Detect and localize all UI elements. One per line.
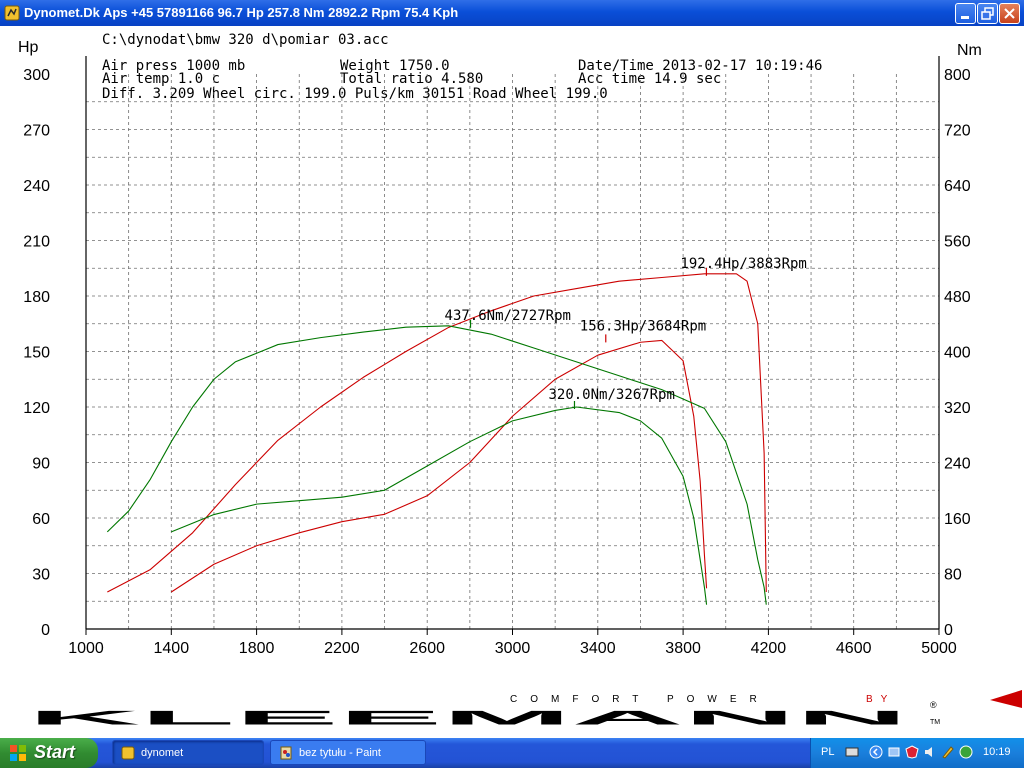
minimize-button[interactable] [955,3,976,24]
y-tick-label-left: 180 [23,289,50,306]
torque-curve [171,406,708,605]
grid [86,74,939,629]
tick-labels: 1000 1400 1800 2200 2600 3000 3400 3800 4200 4600… [23,67,971,657]
taskbar-item-label: dynomet [141,747,184,759]
x-tick-label: 1000 [68,640,104,657]
y-tick-label-right: 320 [944,400,971,417]
x-tick-label: 4200 [751,640,787,657]
start-button[interactable]: Start [0,738,98,768]
y-tick-label-right: 240 [944,456,971,473]
taskbar-item-label: bez tytułu - Paint [299,747,381,759]
x-tick-label: 1800 [239,640,275,657]
kleemann-logo: COMFORT POWER BY KLEEMANN ® TM [28,690,1022,729]
paint-app-icon [280,746,292,760]
y-tick-label-left: 90 [32,456,50,473]
taskbar: Start dynomet bez tytułu - Paint PL [0,738,1024,768]
torque-curve [106,325,767,605]
total-ratio: Total ratio 4.580 [340,71,483,87]
pen-icon[interactable] [941,745,955,759]
y-tick-label-left: 0 [41,622,50,639]
dynomet-app-icon [121,746,135,760]
language-indicator[interactable]: PL [821,746,835,758]
y-axis-right-label: Nm [957,42,982,59]
y-tick-label-right: 560 [944,234,971,251]
y-tick-label-left: 60 [32,511,50,528]
x-tick-label: 3800 [665,640,701,657]
weight: Weight 1750.0 [340,58,450,74]
peak-annotation: 156.3Hp/3684Rpm [580,318,706,334]
taskbar-item-dynomet[interactable]: dynomet [112,740,264,765]
x-tick-label: 5000 [921,640,957,657]
minimize-icon [961,16,969,19]
x-tick-label: 2200 [324,640,360,657]
acc-time: Acc time 14.9 sec [578,71,721,87]
windows-logo-icon [10,745,26,761]
wireless-icon[interactable] [959,745,973,759]
y-tick-label-right: 80 [944,567,962,584]
logo-arrow-icon [990,690,1022,708]
logo-registered: ® [930,700,937,710]
logo-tagline: COMFORT POWER [510,694,770,705]
network-icon[interactable] [887,745,901,759]
x-tick-label: 3400 [580,640,616,657]
close-icon [1004,8,1015,19]
file-path: C:\dynodat\bmw 320 d\pomiar 03.acc [102,32,389,48]
annotations: 192.4Hp/3883Rpm 156.3Hp/3684Rpm 437.6Nm/27… [445,256,807,409]
restore-icon [981,7,994,20]
peak-annotation: 437.6Nm/2727Rpm [445,308,571,324]
y-tick-label-right: 0 [944,622,953,639]
y-tick-label-right: 800 [944,67,971,84]
window-title-bar[interactable]: Dynomet.Dk Aps +45 57891166 96.7 Hp 257.… [0,0,1024,26]
security-icon[interactable] [905,745,919,759]
app-icon [4,5,20,21]
speaker-icon[interactable] [923,745,937,759]
diff-line: Diff. 3.209 Wheel circ. 199.0 Puls/km 30… [102,86,608,102]
air-temp: Air temp 1.0 c [102,71,220,87]
air-press: Air press 1000 mb [102,58,245,74]
logo-by: BY [866,694,895,705]
y-tick-label-left: 210 [23,234,50,251]
y-tick-label-right: 160 [944,511,971,528]
power-curve [107,273,767,593]
start-label: Start [34,742,76,762]
power-curve [171,339,708,593]
close-button[interactable] [999,3,1020,24]
y-tick-label-left: 120 [23,400,50,417]
x-tick-label: 4600 [836,640,872,657]
logo-wordmark: KLEEMANN [28,707,908,729]
date-time: Date/Time 2013-02-17 10:19:46 [578,58,822,74]
y-tick-label-right: 400 [944,345,971,362]
back-arrow-icon[interactable] [869,745,883,759]
dyno-chart: C:\dynodat\bmw 320 d\pomiar 03.acc Air p… [18,32,982,657]
y-tick-label-right: 720 [944,123,971,140]
y-tick-label-left: 270 [23,123,50,140]
y-tick-label-left: 240 [23,178,50,195]
y-tick-label-right: 640 [944,178,971,195]
keyboard-icon[interactable] [845,745,859,759]
logo-tm: TM [930,719,940,726]
restore-button[interactable] [977,3,998,24]
window-title: Dynomet.Dk Aps +45 57891166 96.7 Hp 257.… [24,5,459,20]
series [106,273,767,605]
x-tick-label: 2600 [409,640,445,657]
y-axis-left-label: Hp [18,39,39,56]
y-tick-label-left: 300 [23,67,50,84]
peak-annotation: 320.0Nm/3267Rpm [548,387,674,403]
peak-annotation: 192.4Hp/3883Rpm [680,256,806,272]
system-tray: PL 10:19 [810,738,1024,768]
taskbar-item-paint[interactable]: bez tytułu - Paint [270,740,426,765]
x-tick-label: 1400 [154,640,190,657]
y-tick-label-right: 480 [944,289,971,306]
x-tick-label: 3000 [495,640,531,657]
y-tick-label-left: 30 [32,567,50,584]
clock: 10:19 [983,746,1011,758]
y-tick-label-left: 150 [23,345,50,362]
